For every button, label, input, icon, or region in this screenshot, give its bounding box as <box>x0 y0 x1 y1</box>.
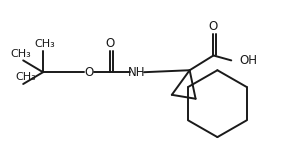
Text: CH₃: CH₃ <box>11 50 32 59</box>
Text: O: O <box>84 66 93 79</box>
Text: O: O <box>106 37 115 50</box>
Text: NH: NH <box>127 66 145 79</box>
Text: O: O <box>209 20 218 33</box>
Text: CH₃: CH₃ <box>35 39 55 49</box>
Text: CH₃: CH₃ <box>15 72 36 82</box>
Text: OH: OH <box>239 54 257 67</box>
